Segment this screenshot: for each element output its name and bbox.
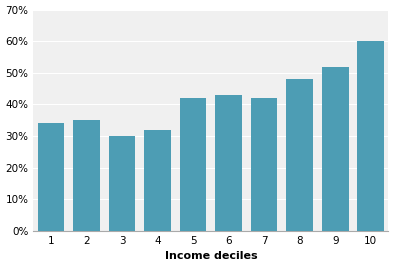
Bar (38, 123, 65, 231)
Bar (216, 95, 242, 231)
Bar (144, 130, 171, 231)
Bar (322, 66, 349, 231)
Bar (251, 98, 277, 231)
Bar (357, 41, 384, 231)
Bar (109, 136, 136, 231)
Bar (180, 98, 206, 231)
X-axis label: Income deciles: Income deciles (165, 252, 257, 261)
Bar (286, 79, 313, 231)
Bar (73, 120, 100, 231)
